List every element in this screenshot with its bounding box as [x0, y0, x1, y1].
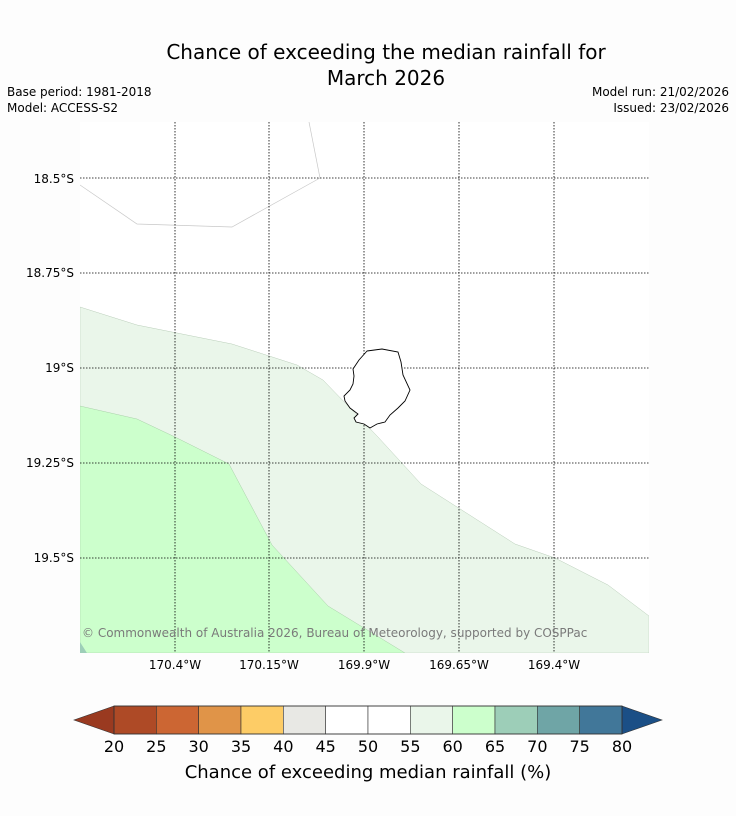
colorbar-tick-label: 40: [273, 737, 294, 756]
model-run: Model run: 21/02/2026: [591, 85, 729, 99]
title-line-2: March 2026: [326, 66, 446, 90]
island-coastline: [343, 348, 411, 429]
colorbar-tick-label: 80: [611, 737, 633, 756]
colorbar-tick-label: 65: [484, 737, 506, 756]
colorbar-tick-label: 50: [357, 737, 379, 756]
colorbar-frame: [113, 705, 623, 735]
colorbar-segment: [410, 705, 453, 735]
colorbar-tick-label: 45: [315, 737, 336, 756]
colorbar-segment: [537, 705, 580, 735]
region-60-65: [80, 405, 406, 653]
lon-label-170-15: 170.15°W: [239, 658, 299, 672]
lon-label-169-4: 169.4°W: [527, 658, 581, 672]
issued-date: Issued: 23/02/2026: [613, 101, 729, 115]
colorbar-segment: [325, 705, 369, 735]
colorbar-segment: [494, 705, 538, 735]
gridlines: [80, 122, 649, 653]
lon-label-169-65: 169.65°W: [429, 658, 489, 672]
lon-label-170-4: 170.4°W: [148, 658, 202, 672]
copyright-notice: © Commonwealth of Australia 2026, Bureau…: [82, 626, 588, 640]
region-65-70: [80, 642, 87, 653]
lat-label-18-5: 18.5°S: [33, 172, 74, 186]
model-name: Model: ACCESS-S2: [7, 101, 119, 115]
colorbar-segment: [156, 705, 199, 735]
colorbar-segment: [579, 705, 623, 735]
colorbar-segment: [452, 705, 496, 735]
lon-label-169-9: 169.9°W: [337, 658, 391, 672]
colorbar-segment: [283, 705, 326, 735]
map-panel: [80, 122, 649, 653]
colorbar-label: Chance of exceeding median rainfall (%): [184, 762, 552, 783]
map-title: Chance of exceeding the median rainfall …: [0, 39, 736, 91]
colorbar: [73, 705, 663, 735]
colorbar-tick-label: 30: [188, 737, 209, 756]
colorbar-segment: [367, 705, 411, 735]
colorbar-segment: [113, 705, 157, 735]
base-period: Base period: 1981-2018: [7, 85, 152, 99]
lat-label-19-5: 19.5°S: [33, 551, 74, 565]
colorbar-segment: [198, 705, 242, 735]
colorbar-tick-label: 35: [230, 737, 252, 756]
colorbar-tick-label: 60: [442, 737, 463, 756]
region-outline-north: [80, 122, 321, 228]
colorbar-tick-label: 25: [146, 737, 167, 756]
colorbar-tick-label: 55: [400, 737, 421, 756]
colorbar-segment: [240, 705, 284, 735]
meta-right: Model run: 21/02/2026 Issued: 23/02/2026: [592, 84, 729, 116]
title-line-1: Chance of exceeding the median rainfall …: [166, 40, 606, 64]
lat-label-19: 19°S: [45, 361, 74, 375]
meta-left: Base period: 1981-2018 Model: ACCESS-S2: [7, 84, 152, 116]
lat-label-19-25: 19.25°S: [26, 456, 74, 470]
lat-label-18-75: 18.75°S: [26, 266, 74, 280]
colorbar-tick-label: 20: [103, 737, 125, 756]
colorbar-tick-label: 70: [527, 737, 548, 756]
colorbar-tick-label: 75: [569, 737, 590, 756]
colorbar-under-arrow: [73, 705, 115, 735]
colorbar-over-arrow: [621, 705, 663, 735]
